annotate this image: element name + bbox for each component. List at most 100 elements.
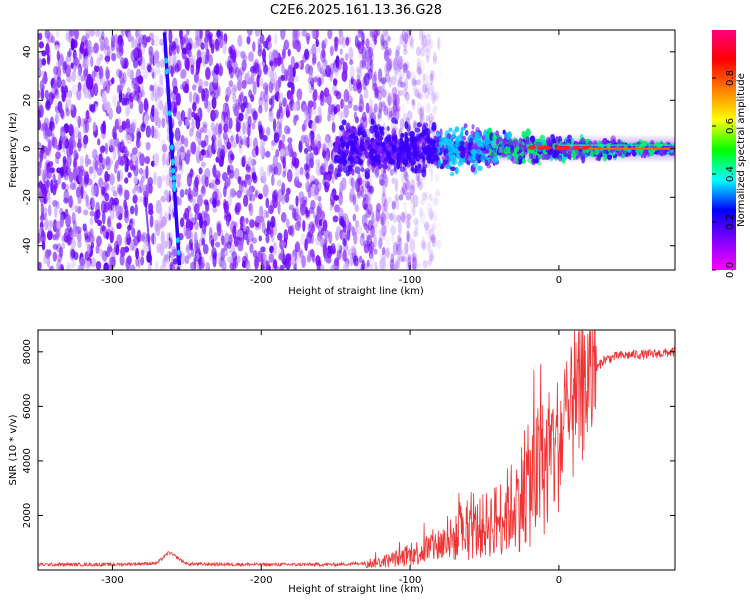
heat-cell <box>421 168 427 178</box>
heat-cell <box>324 135 330 148</box>
heat-cell <box>135 137 141 149</box>
heat-cell <box>416 175 420 188</box>
heat-cell <box>305 63 311 75</box>
y-tick-label: 0 <box>22 146 33 152</box>
heat-cell <box>137 37 143 44</box>
heat-cell <box>405 180 411 192</box>
heat-cell <box>318 218 323 227</box>
heat-cell <box>389 134 393 141</box>
heat-cell <box>376 90 383 101</box>
heat-cell <box>405 93 410 105</box>
heat-cell <box>347 100 353 109</box>
heat-cell <box>198 78 203 92</box>
heat-cell <box>382 185 386 198</box>
heat-cell <box>369 59 374 73</box>
heat-cell <box>351 179 356 190</box>
heat-cell <box>361 179 368 193</box>
heat-cell <box>261 222 266 234</box>
heat-cell <box>287 127 291 134</box>
heat-cell <box>317 224 324 233</box>
heat-cell <box>488 140 494 145</box>
heat-cell <box>333 194 339 201</box>
heat-cell <box>132 164 136 171</box>
heat-cell <box>81 35 88 46</box>
heat-cell <box>330 264 336 270</box>
snr-frame <box>37 329 676 571</box>
heat-cell <box>313 76 319 83</box>
heat-cell <box>310 199 316 211</box>
heat-cell <box>131 154 137 162</box>
heat-cell <box>380 252 385 262</box>
heat-track-highlight <box>167 110 172 117</box>
heat-cell <box>327 164 334 175</box>
heat-cell <box>385 247 390 259</box>
heat-cell <box>201 174 207 186</box>
heat-cell <box>118 44 124 57</box>
heat-cell <box>254 255 260 269</box>
heat-cell <box>55 243 62 253</box>
heat-cell <box>185 78 190 87</box>
heat-cell <box>361 259 365 270</box>
heat-cell <box>542 141 547 146</box>
heat-cell <box>367 144 374 152</box>
heat-cell <box>195 252 200 261</box>
heat-cell <box>411 263 417 270</box>
heat-cell <box>312 100 317 111</box>
heat-cell <box>332 215 339 223</box>
heat-cell <box>278 253 284 261</box>
heat-cell <box>148 209 154 216</box>
heat-cell <box>47 139 52 152</box>
heat-cell <box>352 83 358 92</box>
heat-cell <box>368 251 374 260</box>
heat-cell <box>371 139 376 149</box>
heat-cell <box>195 67 200 76</box>
heat-cell <box>232 84 238 92</box>
heat-cell <box>413 121 419 130</box>
heat-cell <box>338 124 345 131</box>
heat-cell <box>228 117 233 129</box>
heat-cell <box>429 228 435 241</box>
heat-cell <box>229 187 236 198</box>
heat-cell <box>103 98 108 111</box>
heat-cell <box>405 191 412 201</box>
heat-cell <box>223 122 229 133</box>
heat-cell <box>222 40 227 55</box>
heat-cell <box>246 263 252 270</box>
heat-cell <box>367 243 373 254</box>
heat-cell <box>398 255 405 263</box>
heat-cell <box>253 62 260 75</box>
heat-cell <box>49 220 55 227</box>
heat-cell <box>406 69 411 81</box>
heat-cell <box>320 210 326 222</box>
heat-cell <box>352 213 357 222</box>
heat-cell <box>375 202 382 213</box>
heat-cell <box>337 110 344 119</box>
heat-cell <box>325 65 332 78</box>
heat-cell <box>79 256 86 270</box>
heat-cell <box>62 163 68 178</box>
heat-cell <box>246 70 251 83</box>
heat-cell <box>431 236 436 248</box>
heat-cell <box>71 84 78 96</box>
heat-cell <box>315 254 321 267</box>
heat-cell <box>420 198 426 206</box>
heat-cell <box>76 141 83 149</box>
heat-cell <box>238 146 243 154</box>
heat-cell <box>341 250 348 262</box>
heat-cell <box>338 215 345 227</box>
heat-cell <box>111 52 117 62</box>
heat-cell <box>365 38 370 49</box>
heat-cell <box>419 212 426 225</box>
heat-cell <box>52 251 58 262</box>
heat-cell <box>202 243 209 255</box>
heat-cell <box>331 111 335 123</box>
heat-cell <box>185 227 192 240</box>
heat-cell <box>425 80 430 93</box>
heat-cell <box>142 67 149 80</box>
heat-cell <box>77 205 82 214</box>
heat-cell <box>213 232 218 242</box>
spectrogram-heatmap <box>38 30 675 270</box>
heat-cell <box>305 134 311 144</box>
heat-cell <box>276 121 282 130</box>
heat-cell <box>422 192 428 202</box>
